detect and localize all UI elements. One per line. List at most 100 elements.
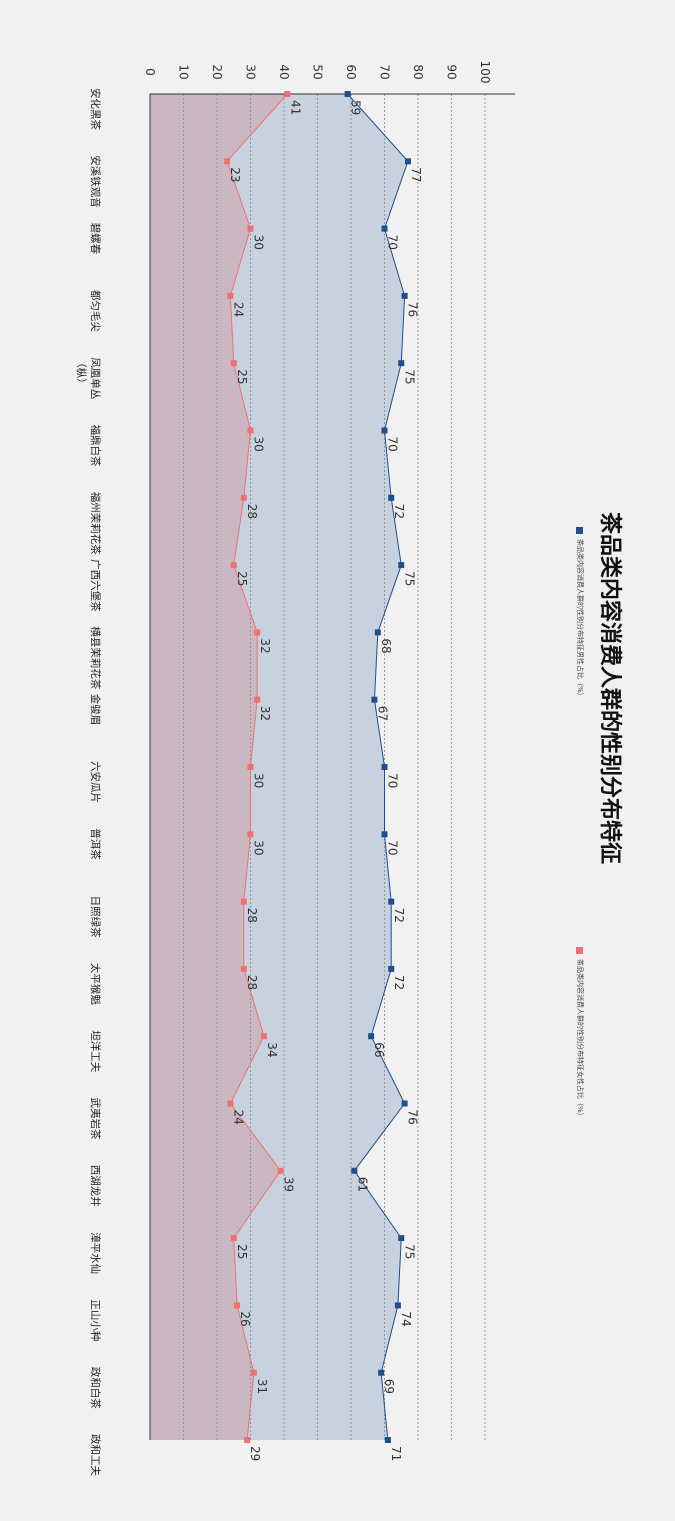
data-point [401, 1100, 408, 1107]
tick-label: 90 [445, 64, 459, 79]
category-label: 正山小种 [89, 1299, 102, 1341]
category-label: 日照绿茶 [89, 896, 102, 938]
data-point [404, 158, 411, 165]
tick-label: 70 [378, 64, 392, 79]
data-point [247, 831, 254, 838]
chart-title: 茶品类内容消费人群的性别分布特征 [597, 512, 623, 864]
category-label: 西湖龙井 [89, 1165, 102, 1207]
data-label: 74 [399, 1311, 413, 1326]
data-point [230, 1235, 237, 1242]
data-point [344, 91, 351, 97]
tick-label: 50 [311, 64, 325, 79]
data-label: 72 [392, 504, 406, 519]
tick-label: 40 [277, 64, 291, 79]
data-label: 23 [228, 167, 242, 182]
legend-swatch [576, 947, 583, 954]
data-point [388, 898, 395, 905]
data-label: 70 [386, 840, 400, 855]
data-point [378, 1369, 385, 1376]
category-label: 政和工夫 [89, 1434, 102, 1476]
data-label: 32 [258, 638, 272, 653]
category-label: 碧螺春 [89, 223, 101, 255]
data-point [260, 1033, 267, 1040]
data-point [374, 629, 381, 636]
data-point [234, 1302, 241, 1309]
data-label: 28 [245, 504, 259, 519]
data-point [381, 831, 388, 838]
data-point [371, 696, 378, 703]
data-label: 66 [372, 1042, 386, 1057]
tick-label: 10 [177, 64, 191, 79]
data-point [230, 562, 237, 569]
data-point [351, 1167, 358, 1174]
data-point [398, 360, 405, 367]
data-point [254, 696, 261, 703]
data-label: 72 [392, 975, 406, 990]
legend-label: 茶品类内容消费人群的性别分布特征女性占比（%） [576, 959, 585, 1120]
tick-label: 20 [210, 64, 224, 79]
data-label: 32 [258, 706, 272, 721]
data-point [401, 292, 408, 299]
category-label: 安溪铁观音 [89, 155, 102, 208]
data-label: 25 [235, 369, 249, 384]
data-point [394, 1302, 401, 1309]
category-label: 漳平水仙 [89, 1232, 102, 1274]
tick-label: 60 [344, 64, 358, 79]
data-point [227, 292, 234, 299]
category-label: 政和白茶 [89, 1367, 102, 1409]
series-area-1 [150, 94, 288, 1440]
data-point [240, 494, 247, 501]
data-point [381, 764, 388, 770]
data-point [240, 898, 247, 905]
data-point [381, 427, 388, 434]
category-label: 六安瓜片 [89, 761, 102, 803]
category-label: 广西六堡茶 [89, 559, 102, 612]
tick-label: 100 [478, 61, 492, 84]
tick-label: 30 [244, 64, 258, 79]
legend-swatch [576, 527, 583, 534]
category-label: 武夷岩茶 [89, 1098, 102, 1140]
data-point [284, 91, 291, 97]
data-label: 67 [375, 706, 389, 721]
data-label: 75 [402, 369, 416, 384]
data-label: 30 [252, 840, 266, 855]
data-label: 41 [288, 100, 302, 115]
data-point [244, 1437, 251, 1443]
data-label: 28 [245, 975, 259, 990]
category-label: 福州茉莉花茶 [89, 492, 102, 555]
category-label: 横县茉莉花茶 [89, 626, 102, 689]
data-label: 70 [386, 773, 400, 788]
data-point [247, 764, 254, 770]
data-point [240, 965, 247, 972]
data-label: 75 [402, 1244, 416, 1259]
data-label: 76 [406, 1110, 420, 1125]
legend-label: 茶品类内容消费人群的性别分布特征男性占比（%） [576, 539, 585, 700]
data-point [384, 1437, 391, 1443]
data-label: 77 [409, 167, 423, 182]
data-label: 30 [252, 437, 266, 452]
data-label: 68 [379, 638, 393, 653]
data-point [224, 158, 231, 165]
data-label: 28 [245, 908, 259, 923]
category-label: 太平猴魁 [89, 963, 102, 1005]
data-label: 76 [406, 302, 420, 317]
data-label: 71 [389, 1446, 403, 1461]
data-label: 70 [386, 437, 400, 452]
category-label: 安化黑茶 [89, 88, 102, 130]
category-label: 普洱茶 [89, 828, 102, 860]
tick-label: 80 [411, 64, 425, 79]
data-point [227, 1100, 234, 1107]
data-label: 75 [402, 571, 416, 586]
category-label: 金骏眉 [89, 694, 102, 726]
data-label: 31 [255, 1379, 269, 1394]
category-label: 福鼎白茶 [89, 425, 102, 467]
data-label: 70 [386, 235, 400, 250]
tick-label: 0 [143, 68, 157, 76]
data-point [254, 629, 261, 636]
data-point [230, 360, 237, 367]
data-label: 34 [265, 1042, 279, 1057]
data-point [247, 427, 254, 434]
data-label: 26 [238, 1311, 252, 1326]
data-label: 61 [355, 1177, 369, 1192]
